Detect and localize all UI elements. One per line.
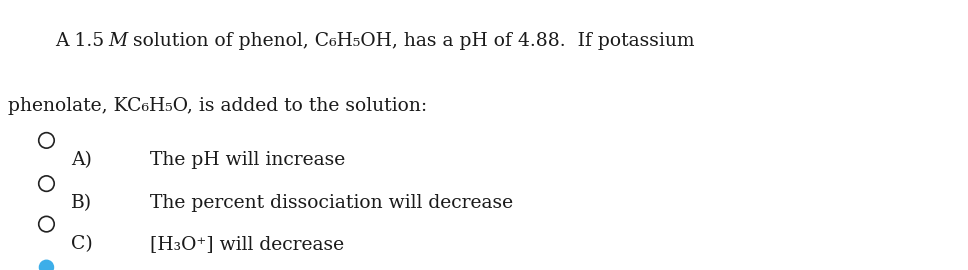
Text: C): C)	[71, 235, 92, 253]
Text: phenolate, KC₆H₅O, is added to the solution:: phenolate, KC₆H₅O, is added to the solut…	[8, 97, 427, 115]
Text: solution of phenol, C₆H₅OH, has a pH of 4.88.  If potassium: solution of phenol, C₆H₅OH, has a pH of …	[128, 32, 695, 50]
Text: A 1.5: A 1.5	[55, 32, 108, 50]
Text: The percent dissociation will decrease: The percent dissociation will decrease	[150, 194, 513, 212]
Text: M: M	[108, 32, 128, 50]
Text: The pH will increase: The pH will increase	[150, 151, 346, 169]
Text: [H₃O⁺] will decrease: [H₃O⁺] will decrease	[150, 235, 345, 253]
Text: B): B)	[71, 194, 92, 212]
Text: A): A)	[71, 151, 92, 169]
